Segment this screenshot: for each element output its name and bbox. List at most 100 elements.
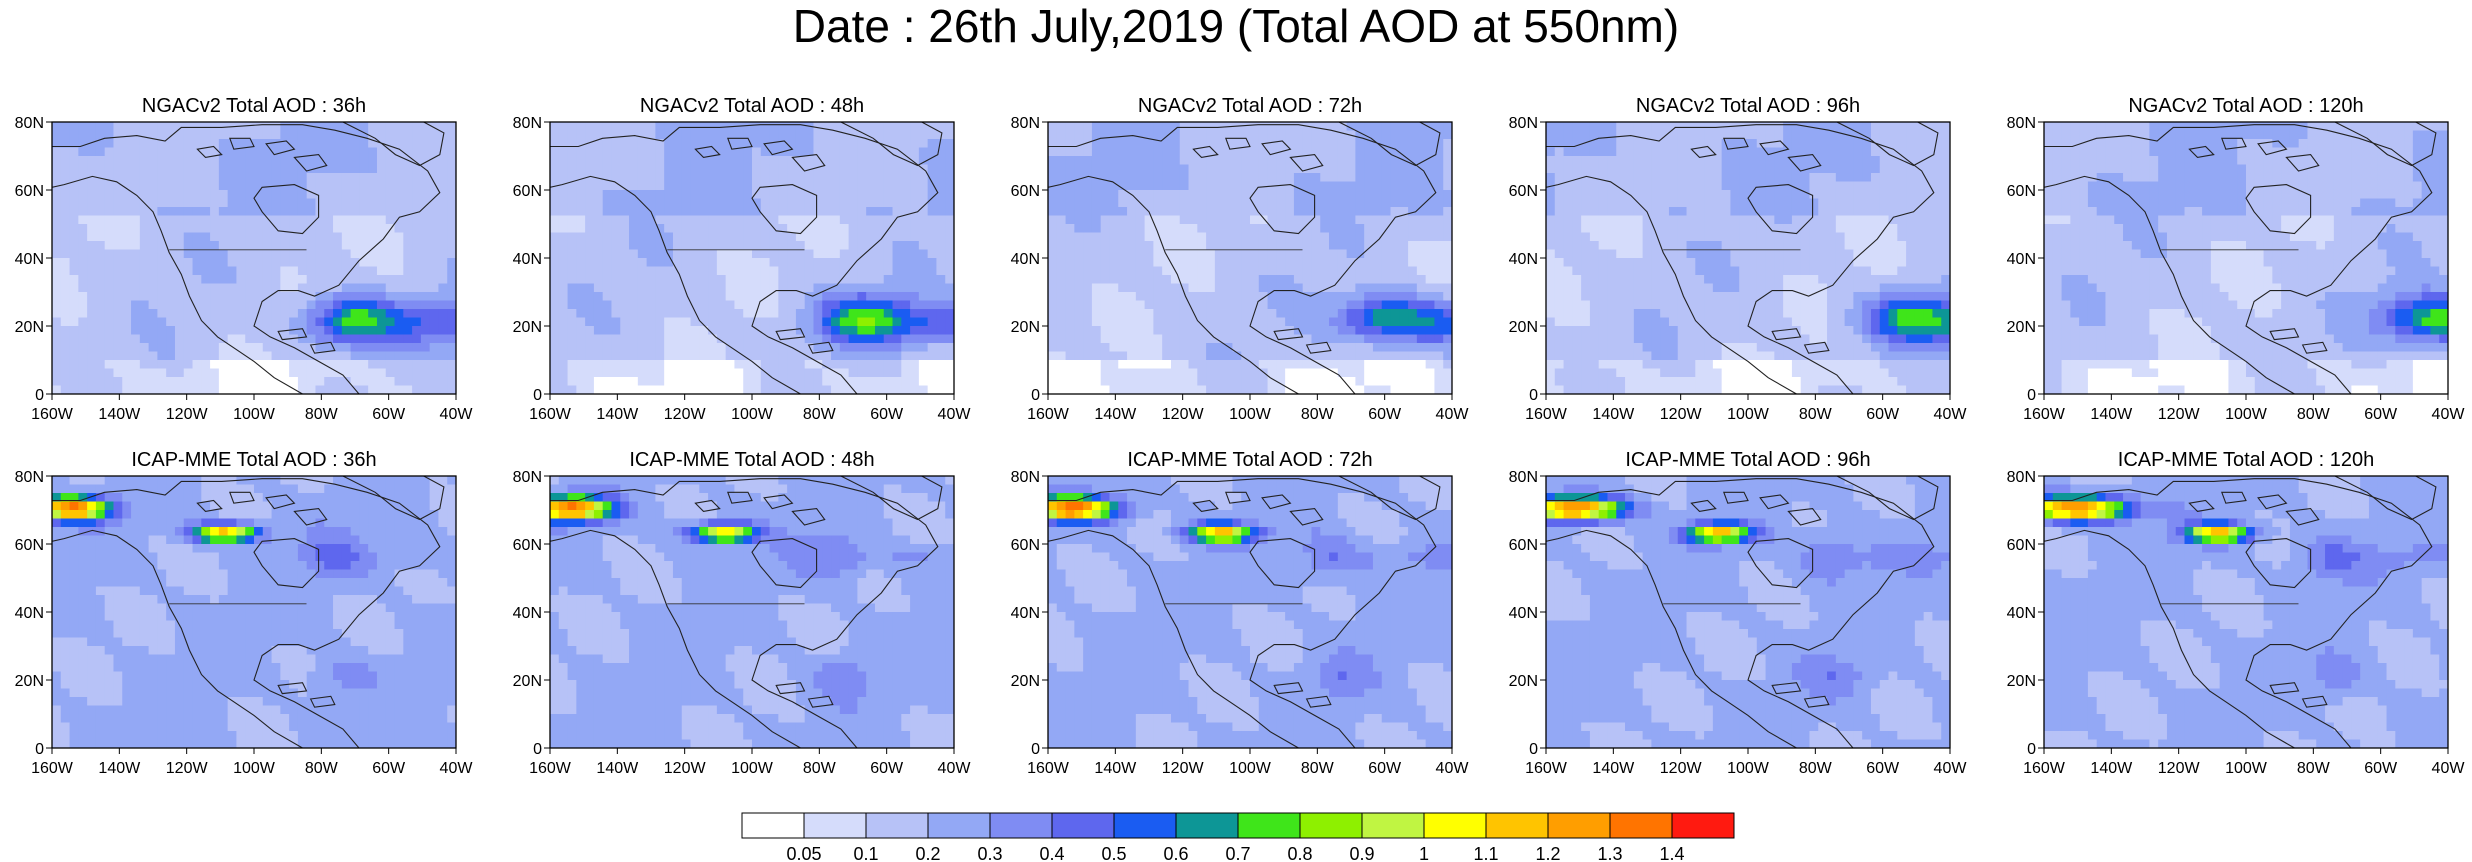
colorbar-label: 1.1 (1473, 844, 1498, 862)
figure-title: Date : 26th July,2019 (Total AOD at 550n… (792, 0, 1680, 52)
panel-title: NGACv2 Total AOD : 72h (1138, 95, 1362, 117)
lon-label: 120W (1660, 760, 1703, 777)
lon-label: 160W (529, 760, 572, 777)
lat-label: 60N (2007, 183, 2036, 200)
coastlines (52, 476, 445, 748)
lon-label: 160W (1027, 406, 1070, 423)
lat-label: 80N (15, 115, 44, 132)
lon-label: 160W (2023, 760, 2066, 777)
colorbar-swatch (1423, 812, 1487, 839)
lat-label: 40N (2007, 605, 2036, 622)
lat-label: 80N (2007, 115, 2036, 132)
lat-label: 40N (2007, 251, 2036, 268)
lon-label: 40W (1436, 760, 1470, 777)
lon-label: 80W (305, 760, 339, 777)
colorbar-label: 1.3 (1597, 844, 1622, 862)
aod-field (2044, 476, 2448, 748)
lat-label: 40N (15, 251, 44, 268)
lon-label: 100W (2225, 406, 2268, 423)
map-panel: ICAP-MME Total AOD : 72h 80N 60N 40N 20N 0 160… (1011, 449, 1470, 777)
lon-label: 60W (1368, 406, 1402, 423)
colorbar-swatch (1671, 812, 1735, 839)
panel-title: ICAP-MME Total AOD : 72h (1127, 449, 1372, 471)
map-panel: NGACv2 Total AOD : 48h 80N 60N 40N 20N 0 160W 1… (513, 95, 972, 423)
lat-label: 0 (1031, 741, 1040, 758)
lon-label: 80W (1799, 406, 1833, 423)
coastlines (1048, 122, 1441, 394)
panel-title: ICAP-MME Total AOD : 96h (1625, 449, 1870, 471)
lat-label: 60N (15, 537, 44, 554)
colorbar-label: 0.7 (1225, 844, 1250, 862)
lon-label: 100W (233, 760, 276, 777)
panel-title: NGACv2 Total AOD : 48h (640, 95, 864, 117)
map-panel: ICAP-MME Total AOD : 120h 80N 60N 40N 20N 0 16… (2007, 449, 2466, 777)
lon-label: 120W (1162, 760, 1205, 777)
lon-label: 60W (1866, 406, 1900, 423)
lat-label: 20N (1509, 673, 1538, 690)
lon-label: 40W (440, 406, 474, 423)
lon-label: 120W (664, 760, 707, 777)
aod-field (550, 476, 954, 748)
panel-title: NGACv2 Total AOD : 36h (142, 95, 366, 117)
lat-label: 20N (15, 319, 44, 336)
colorbar-swatch (1485, 812, 1549, 839)
panel-title: ICAP-MME Total AOD : 48h (629, 449, 874, 471)
aod-field (52, 476, 456, 748)
colorbar-swatch (1237, 812, 1301, 839)
lon-label: 160W (1027, 760, 1070, 777)
coastlines (2044, 476, 2437, 748)
colorbar-swatch (1113, 812, 1177, 839)
lon-label: 140W (1592, 406, 1635, 423)
colorbar: 0.05 0.1 0.2 0.3 0.4 0.5 0.6 0.7 0.8 0.9 1 1.1 1.2 1.… (741, 812, 1735, 862)
lon-label: 140W (1592, 760, 1635, 777)
lon-label: 160W (1525, 760, 1568, 777)
lat-label: 80N (513, 115, 542, 132)
colorbar-label: 0.5 (1101, 844, 1126, 862)
colorbar-swatch (803, 812, 867, 839)
lon-label: 120W (1660, 406, 1703, 423)
lon-label: 40W (1934, 406, 1968, 423)
lat-label: 60N (15, 183, 44, 200)
panel-title: NGACv2 Total AOD : 120h (2128, 95, 2363, 117)
coastlines (52, 122, 445, 394)
lon-label: 120W (664, 406, 707, 423)
colorbar-label: 0.8 (1287, 844, 1312, 862)
map-panel: NGACv2 Total AOD : 36h 80N 60N 40N 20N 0 160W 1… (15, 95, 474, 423)
lon-label: 100W (731, 760, 774, 777)
lat-label: 80N (15, 469, 44, 486)
lon-label: 40W (2432, 406, 2466, 423)
lon-label: 100W (1727, 406, 1770, 423)
lat-label: 40N (1509, 605, 1538, 622)
colorbar-label: 0.4 (1039, 844, 1064, 862)
lon-label: 80W (1301, 406, 1335, 423)
aod-field (52, 122, 456, 394)
coastlines (1048, 476, 1441, 748)
lon-label: 80W (305, 406, 339, 423)
lat-label: 80N (1509, 469, 1538, 486)
lon-label: 100W (2225, 760, 2268, 777)
lon-label: 80W (803, 406, 837, 423)
lat-label: 80N (2007, 469, 2036, 486)
panel-title: NGACv2 Total AOD : 96h (1636, 95, 1860, 117)
lon-label: 160W (31, 406, 74, 423)
lat-label: 0 (533, 741, 542, 758)
lat-label: 20N (15, 673, 44, 690)
colorbar-label: 1.2 (1535, 844, 1560, 862)
colorbar-label: 1 (1419, 844, 1429, 862)
map-panel: ICAP-MME Total AOD : 96h 80N 60N 40N 20N 0 160… (1509, 449, 1968, 777)
lon-label: 40W (1436, 406, 1470, 423)
lon-label: 80W (2297, 760, 2331, 777)
lon-label: 80W (1301, 760, 1335, 777)
lat-label: 80N (1011, 115, 1040, 132)
lat-label: 60N (513, 537, 542, 554)
colorbar-swatch (741, 812, 805, 839)
lon-label: 140W (596, 760, 639, 777)
lon-label: 160W (2023, 406, 2066, 423)
lat-label: 20N (1011, 673, 1040, 690)
lon-label: 100W (1229, 760, 1272, 777)
lon-label: 120W (166, 406, 209, 423)
lon-label: 140W (1094, 760, 1137, 777)
coastlines (2044, 122, 2437, 394)
lat-label: 40N (15, 605, 44, 622)
lon-label: 100W (1229, 406, 1272, 423)
